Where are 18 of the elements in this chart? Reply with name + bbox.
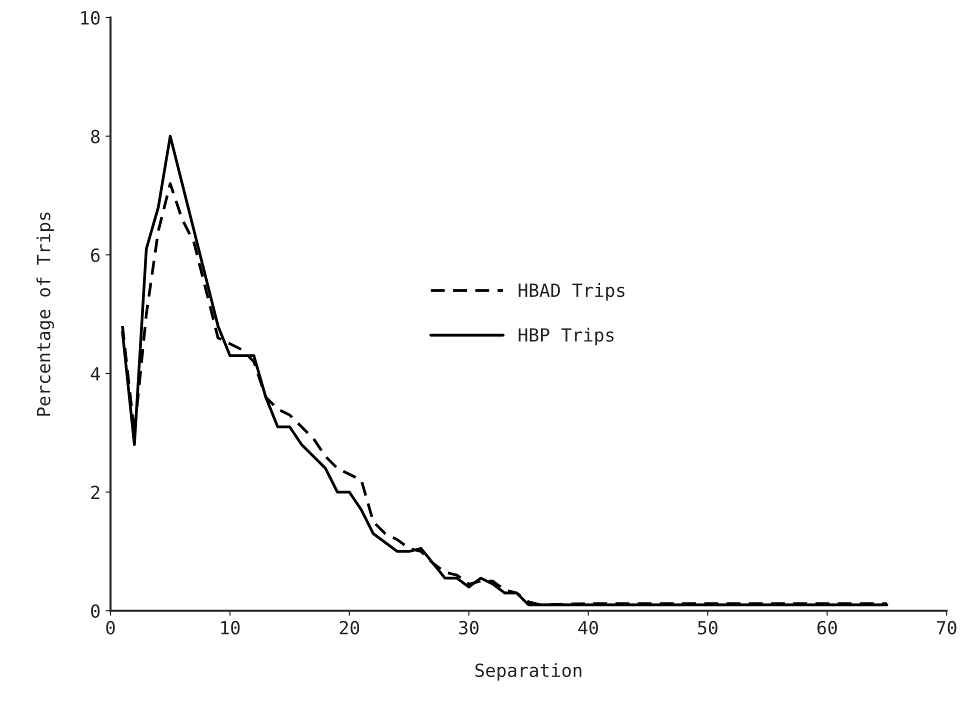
y-tick-label: 2 — [91, 486, 100, 500]
y-tick-label: 4 — [90, 367, 100, 380]
y-tick-label: 6 — [91, 248, 100, 262]
x-tick-label: 0 — [106, 620, 115, 635]
y-tick-label: 0 — [91, 604, 100, 618]
x-tick-label: 40 — [578, 620, 598, 635]
x-tick-label: 70 — [936, 620, 956, 635]
legend-label: HBAD Trips — [518, 283, 624, 301]
y-axis-title: Percentage of Trips — [36, 212, 54, 416]
x-tick-label: 20 — [340, 620, 360, 635]
legend-label: HBP Trips — [518, 328, 614, 346]
x-tick-label: 10 — [221, 620, 240, 635]
y-tick-label: 8 — [91, 130, 100, 144]
x-axis-title: Separation — [475, 663, 582, 681]
x-tick-label: 30 — [459, 620, 479, 635]
y-tick-label: 10 — [81, 11, 100, 25]
x-tick-label: 60 — [817, 620, 837, 635]
x-tick-label: 50 — [698, 620, 718, 635]
